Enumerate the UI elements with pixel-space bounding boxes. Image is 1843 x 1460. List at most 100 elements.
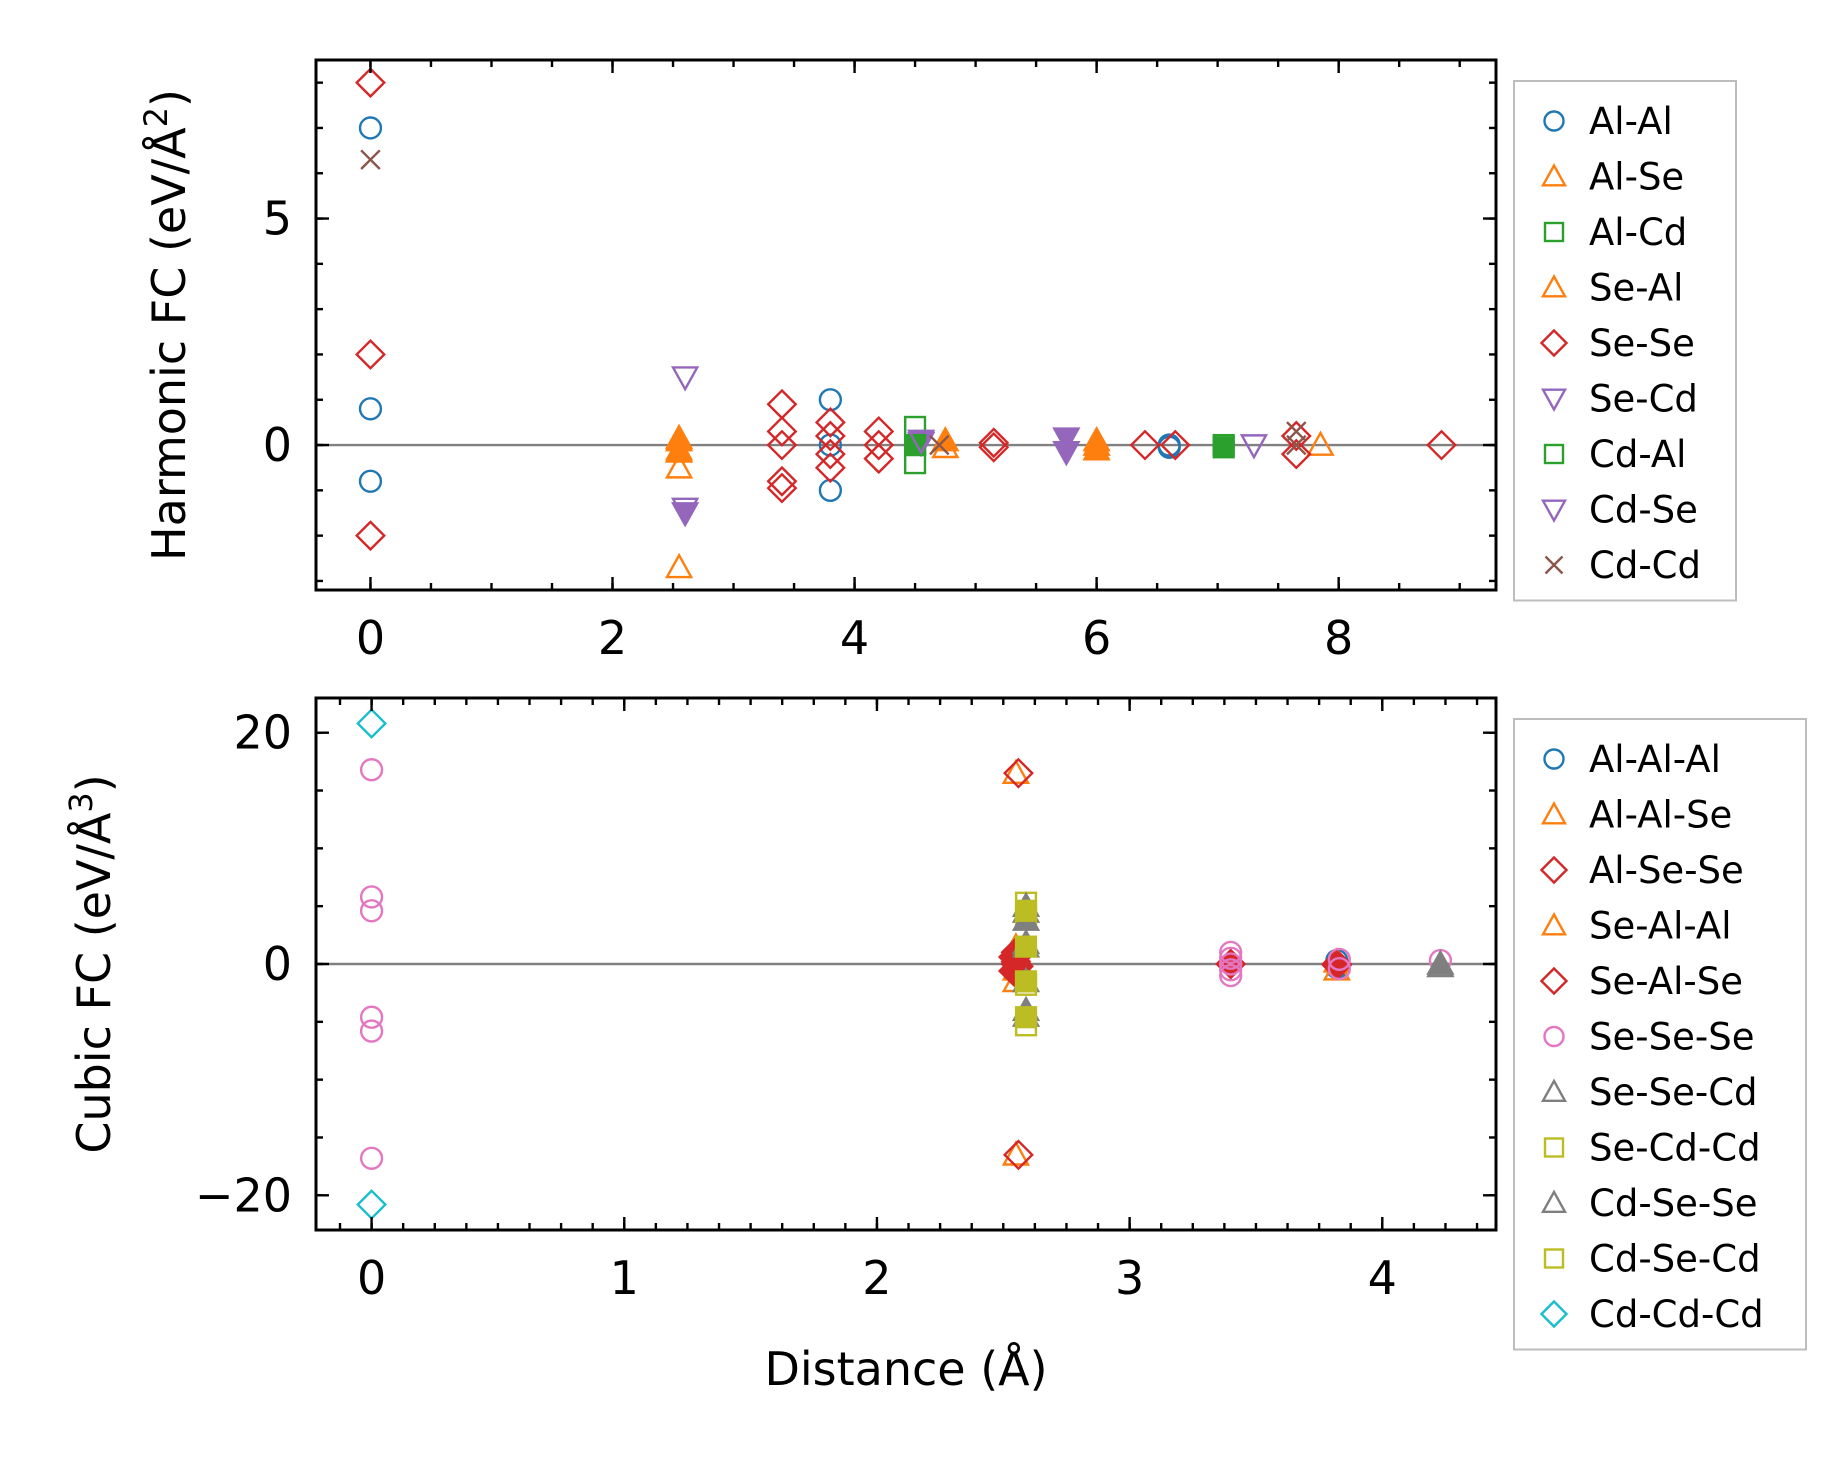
data-point bbox=[766, 472, 798, 504]
data-point bbox=[1219, 963, 1243, 988]
legend-label: Al-Al bbox=[1589, 100, 1673, 143]
data-point bbox=[359, 1019, 384, 1043]
data-point bbox=[359, 1005, 384, 1029]
data-point bbox=[1239, 434, 1269, 460]
data-point bbox=[1426, 949, 1455, 975]
legend-label: Se-Al-Se bbox=[1589, 960, 1743, 1003]
data-point bbox=[814, 420, 846, 452]
series-se-al bbox=[664, 423, 1111, 463]
y-axis-title: Cubic FC (eV/Å3) bbox=[62, 774, 121, 1153]
legend-item-se-se: Se-Se bbox=[1539, 322, 1695, 365]
data-point bbox=[1014, 935, 1038, 958]
data-point bbox=[929, 434, 950, 456]
x-tick-label: 3 bbox=[1115, 1251, 1144, 1305]
legend-marker bbox=[1540, 801, 1568, 825]
legend-item-se-al-al: Se-Al-Al bbox=[1540, 905, 1732, 948]
data-point bbox=[1002, 757, 1034, 789]
data-point bbox=[978, 427, 1010, 459]
legend-marker bbox=[1540, 163, 1568, 187]
x-axis-title: Distance (Å) bbox=[764, 1342, 1047, 1396]
legend-label: Se-Se bbox=[1589, 322, 1695, 365]
legend-item-cd-cd: Cd-Cd bbox=[1544, 544, 1701, 587]
legend-marker bbox=[1539, 328, 1569, 358]
data-point bbox=[978, 431, 1010, 463]
legend-label: Se-Al-Al bbox=[1589, 905, 1732, 948]
y-axis-title: Harmonic FC (eV/Å2) bbox=[137, 89, 196, 561]
data-point bbox=[359, 899, 384, 923]
legend-label: Cd-Al bbox=[1589, 433, 1686, 476]
legend-item-al-al: Al-Al bbox=[1543, 100, 1673, 143]
series-cd-se-cd bbox=[1014, 899, 1038, 1029]
y-tick-label: 5 bbox=[263, 192, 292, 246]
data-point bbox=[358, 469, 383, 493]
data-point bbox=[1280, 420, 1312, 452]
legend: Al-Al-Al Al-Al-Se Al-Se-Se Se-Al-Al Se-Al-Se… bbox=[1513, 718, 1807, 1351]
legend-label: Se-Al bbox=[1589, 267, 1683, 310]
data-point bbox=[1159, 429, 1191, 461]
legend-label: Al-Cd bbox=[1589, 211, 1687, 254]
y-axis-title-close: ) bbox=[142, 89, 196, 107]
y-tick-label: 0 bbox=[263, 937, 292, 991]
axis-ticks bbox=[316, 698, 1496, 1230]
y-axis-title-close: ) bbox=[67, 774, 121, 792]
data-point bbox=[358, 116, 383, 140]
data-point bbox=[1327, 947, 1351, 972]
y-axis-title-superscript: 3 bbox=[62, 792, 100, 812]
x-tick-label: 6 bbox=[1082, 611, 1111, 665]
legend-label: Al-Se-Se bbox=[1589, 849, 1744, 892]
legend-marker bbox=[1543, 748, 1565, 770]
legend-item-se-cd: Se-Cd bbox=[1540, 378, 1698, 421]
legend-item-se-al-se: Se-Al-Se bbox=[1539, 960, 1743, 1003]
data-point bbox=[1052, 440, 1081, 467]
data-point bbox=[814, 452, 846, 484]
data-point bbox=[360, 149, 381, 170]
data-point bbox=[766, 465, 798, 497]
data-point bbox=[1014, 1006, 1038, 1029]
legend-label: Cd-Se-Se bbox=[1589, 1182, 1758, 1225]
data-point bbox=[670, 366, 700, 392]
legend-item-se-cd-cd: Se-Cd-Cd bbox=[1543, 1127, 1761, 1170]
data-point bbox=[1327, 956, 1351, 981]
series-cd-se bbox=[670, 366, 1269, 524]
legend: Al-Al Al-Se Al-Cd Se-Al Se-Se Se-Cd Cd-Al Cd-Se… bbox=[1513, 80, 1737, 602]
legend-item-cd-se-se: Cd-Se-Se bbox=[1540, 1182, 1758, 1225]
data-point bbox=[766, 416, 798, 447]
data-point bbox=[906, 429, 936, 456]
data-point bbox=[359, 885, 384, 909]
legend-item-cd-al: Cd-Al bbox=[1543, 433, 1686, 476]
legend-item-se-se-se: Se-Se-Se bbox=[1543, 1016, 1754, 1059]
legend-label: Cd-Cd-Cd bbox=[1589, 1293, 1764, 1336]
series-se-se bbox=[355, 67, 1457, 552]
data-point bbox=[1219, 946, 1243, 970]
data-point bbox=[355, 67, 386, 99]
data-point bbox=[863, 429, 895, 461]
data-point bbox=[359, 1146, 384, 1170]
legend-marker bbox=[1543, 110, 1565, 132]
data-point bbox=[766, 429, 798, 461]
legend-label: Al-Se bbox=[1589, 156, 1684, 199]
data-point bbox=[814, 438, 846, 470]
x-tick-label: 2 bbox=[598, 611, 627, 665]
x-tick-label: 0 bbox=[356, 611, 385, 665]
data-point bbox=[863, 443, 895, 475]
legend-marker bbox=[1540, 274, 1568, 298]
x-tick-label: 4 bbox=[840, 611, 869, 665]
legend-marker bbox=[1539, 966, 1569, 996]
data-point bbox=[1052, 427, 1081, 453]
legend-item-al-cd: Al-Cd bbox=[1543, 211, 1687, 254]
legend-item-se-al: Se-Al bbox=[1540, 267, 1683, 310]
legend-item-cd-se: Cd-Se bbox=[1540, 489, 1698, 532]
legend-item-cd-se-cd: Cd-Se-Cd bbox=[1543, 1238, 1761, 1281]
legend-label: Cd-Cd bbox=[1589, 544, 1701, 587]
legend-marker bbox=[1544, 555, 1564, 575]
data-point bbox=[670, 497, 700, 524]
data-point bbox=[358, 397, 383, 421]
legend-marker bbox=[1540, 1078, 1568, 1102]
legend-label: Cd-Se-Cd bbox=[1589, 1238, 1761, 1281]
data-point bbox=[1014, 970, 1038, 993]
data-point bbox=[664, 552, 694, 579]
data-point bbox=[359, 758, 384, 782]
legend-label: Cd-Se bbox=[1589, 489, 1698, 532]
data-point bbox=[1280, 438, 1312, 470]
